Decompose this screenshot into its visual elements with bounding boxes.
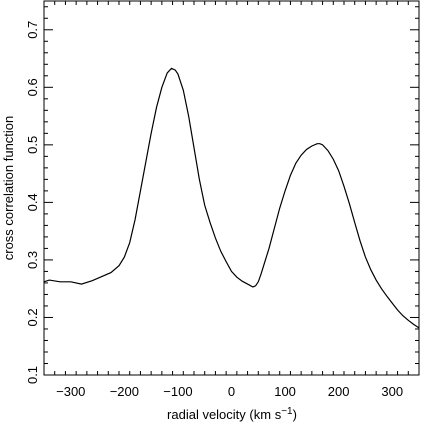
x-axis-label-close: )	[293, 407, 297, 422]
y-tick-label: 0.4	[25, 193, 40, 211]
y-axis-label: cross correlation function	[1, 116, 16, 261]
x-tick-label: 100	[274, 384, 296, 399]
x-axis-label-exponent: −1	[281, 406, 293, 417]
x-tick-label: 300	[381, 384, 403, 399]
y-tick-label: 0.6	[25, 78, 40, 96]
x-tick-label: −100	[163, 384, 192, 399]
axis-ticks	[43, 1, 420, 376]
series-line	[43, 67, 420, 329]
y-tick-label: 0.5	[25, 136, 40, 154]
x-tick-label: −200	[110, 384, 139, 399]
x-tick-label: 0	[228, 384, 235, 399]
x-axis-label-units: (km s	[249, 407, 281, 422]
y-tick-label: 0.2	[25, 308, 40, 326]
axis-tick-labels: −300 −200 −100 0 100 200 300 0.1 0.2 0.3 0.4 0.5 0.6…	[25, 21, 403, 399]
x-tick-label: 200	[328, 384, 350, 399]
plot-frame	[43, 0, 420, 376]
x-tick-label: −300	[56, 384, 85, 399]
y-tick-label: 0.7	[25, 21, 40, 39]
y-tick-label: 0.1	[25, 366, 40, 384]
x-axis-label: radial velocity (km s−1)	[167, 406, 297, 422]
x-axis-label-text: radial velocity	[167, 407, 246, 422]
y-tick-label: 0.3	[25, 251, 40, 269]
